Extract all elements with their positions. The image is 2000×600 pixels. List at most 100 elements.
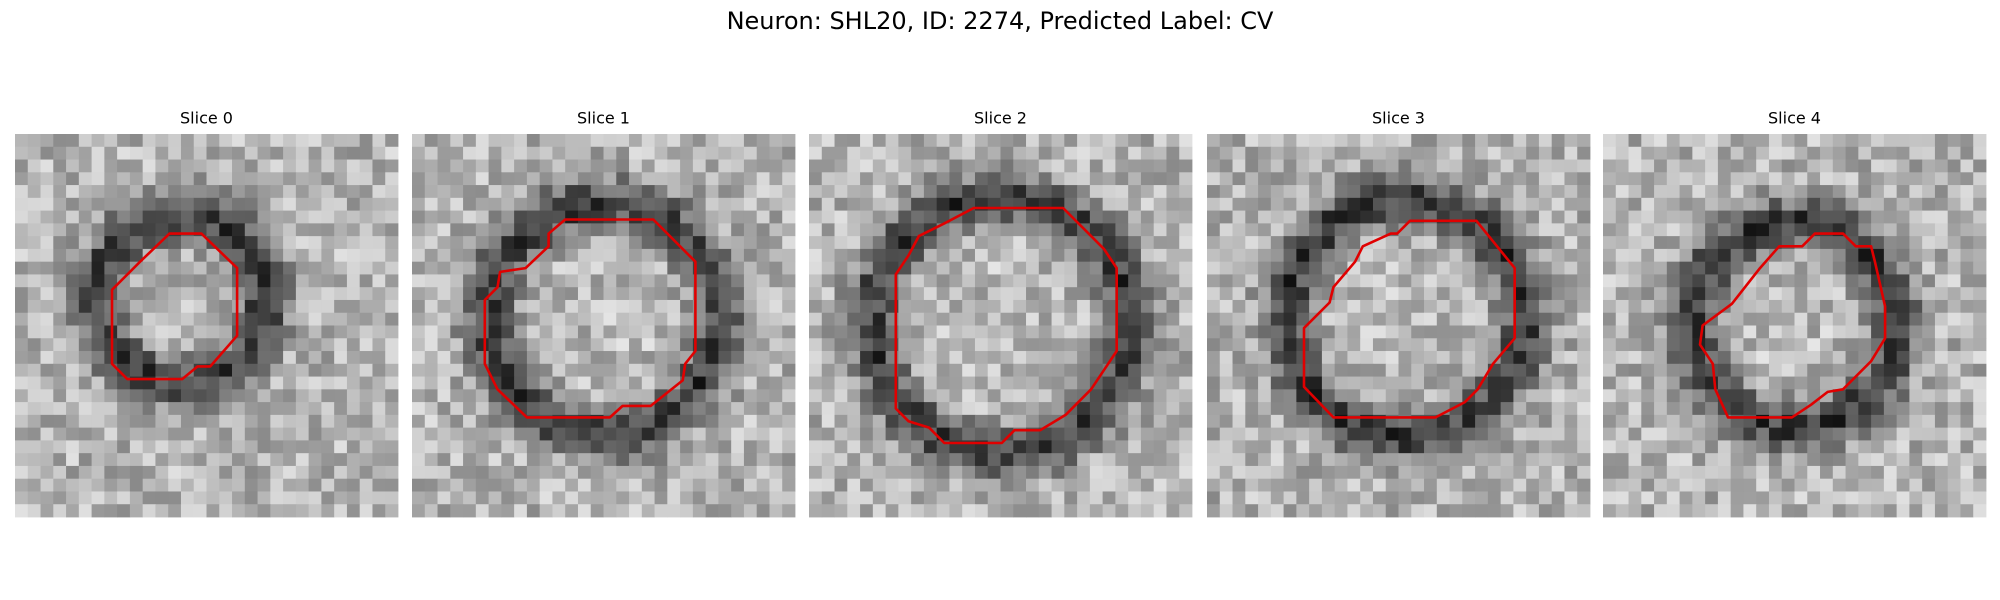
pixel	[1807, 491, 1821, 505]
pixel	[53, 223, 67, 237]
pixel	[731, 338, 745, 352]
pixel	[1424, 185, 1438, 199]
pixel	[66, 389, 80, 403]
pixel	[308, 159, 322, 173]
pixel	[872, 427, 886, 441]
pixel	[923, 299, 938, 314]
pixel	[898, 274, 912, 288]
pixel	[1026, 376, 1040, 390]
pixel	[412, 287, 426, 301]
pixel	[475, 478, 489, 492]
pixel	[1449, 172, 1463, 186]
pixel	[911, 223, 925, 237]
pixel	[1820, 338, 1834, 352]
pixel	[1551, 197, 1565, 211]
pixel	[1692, 478, 1706, 492]
pixel	[1896, 363, 1910, 377]
pixel	[488, 325, 502, 339]
pixel	[501, 312, 515, 326]
pixel	[821, 465, 835, 480]
pixel	[1756, 465, 1770, 480]
pixel	[1692, 159, 1706, 173]
pixel	[129, 491, 144, 505]
pixel	[1628, 223, 1642, 237]
pixel	[27, 312, 41, 326]
pixel	[104, 440, 118, 454]
pixel	[385, 146, 399, 160]
pixel	[565, 248, 579, 263]
pixel	[180, 440, 195, 454]
pixel	[244, 504, 258, 518]
pixel	[1845, 376, 1859, 390]
pixel	[1717, 440, 1732, 454]
pixel	[424, 491, 438, 505]
pixel	[577, 197, 592, 211]
pixel	[1372, 185, 1387, 199]
pixel	[1666, 363, 1680, 377]
pixel	[949, 223, 963, 237]
pixel	[718, 236, 732, 250]
pixel	[142, 402, 156, 416]
pixel	[1654, 427, 1668, 441]
pixel	[1115, 325, 1129, 339]
pixel	[1807, 338, 1821, 352]
pixel	[1026, 248, 1040, 263]
pixel	[1372, 465, 1387, 480]
pixel	[78, 478, 92, 492]
pixel	[1717, 363, 1732, 377]
pixel	[424, 274, 438, 288]
pixel	[1538, 223, 1553, 237]
pixel	[1526, 338, 1540, 352]
pixel	[885, 210, 899, 224]
pixel	[1781, 389, 1795, 403]
pixel	[577, 159, 592, 173]
pixel	[1334, 159, 1348, 173]
pixel	[1666, 376, 1680, 390]
pixel	[949, 363, 963, 377]
pixel	[1321, 274, 1336, 288]
pixel	[1692, 504, 1706, 518]
pixel	[1232, 146, 1246, 160]
pixel	[1232, 274, 1246, 288]
pixel	[1089, 299, 1104, 314]
pixel	[1820, 274, 1834, 288]
pixel	[1538, 185, 1553, 199]
pixel	[1832, 504, 1846, 518]
pixel	[743, 504, 758, 518]
pixel	[705, 478, 719, 492]
pixel	[27, 491, 41, 505]
pixel	[1140, 210, 1155, 224]
pixel	[244, 325, 258, 339]
pixel	[321, 491, 335, 505]
pixel	[424, 414, 438, 429]
pixel	[1832, 351, 1846, 365]
pixel	[308, 453, 322, 467]
pixel	[911, 159, 925, 173]
pixel	[1960, 427, 1974, 441]
pixel	[1258, 172, 1272, 186]
pixel	[1179, 185, 1193, 199]
pixel	[1730, 491, 1744, 505]
pixel	[514, 351, 528, 365]
pixel	[1051, 351, 1065, 365]
pixel	[1858, 134, 1872, 148]
pixel	[705, 287, 719, 301]
pixel	[962, 504, 976, 518]
pixel	[872, 223, 886, 237]
pixel	[1538, 363, 1553, 377]
pixel	[1013, 210, 1027, 224]
pixel	[1666, 478, 1680, 492]
pixel	[1743, 185, 1757, 199]
pixel	[552, 338, 566, 352]
pixel	[295, 402, 310, 416]
pixel	[539, 427, 553, 441]
pixel	[1411, 402, 1425, 416]
pixel	[1743, 134, 1757, 148]
pixel	[1564, 363, 1578, 377]
pixel	[872, 146, 886, 160]
pixel	[244, 338, 258, 352]
pixel	[219, 210, 233, 224]
pixel	[27, 248, 41, 263]
pixel	[1794, 504, 1808, 518]
pixel	[1232, 134, 1246, 148]
